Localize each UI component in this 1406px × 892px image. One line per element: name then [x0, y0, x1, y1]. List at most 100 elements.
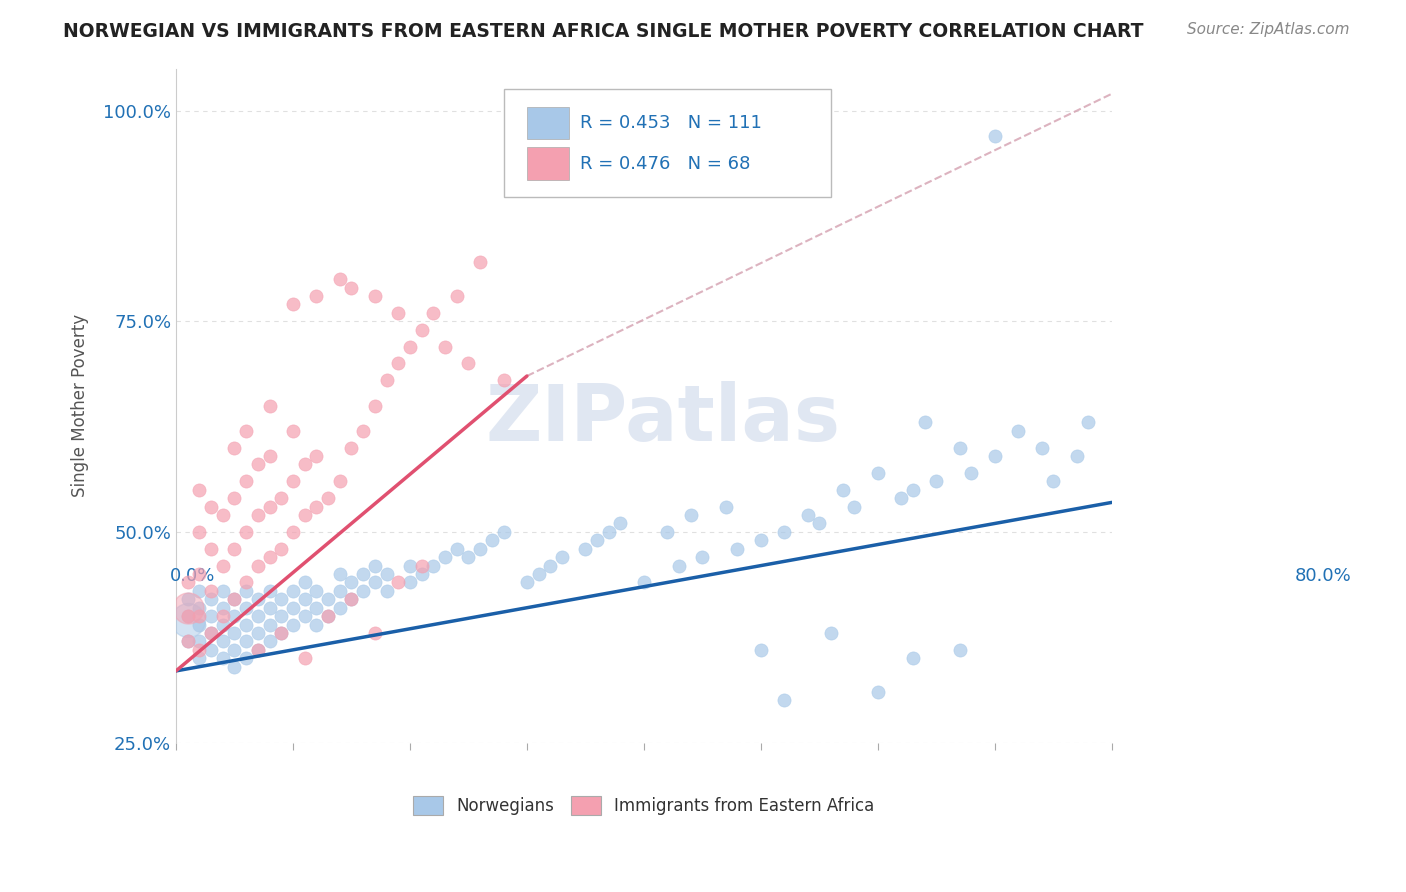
Point	[294, 592, 316, 607]
Point	[586, 533, 609, 548]
Text: R = 0.453   N = 111: R = 0.453 N = 111	[581, 114, 762, 132]
Point	[224, 659, 246, 673]
Point	[294, 609, 316, 624]
Point	[200, 626, 222, 640]
Point	[387, 306, 409, 320]
Point	[411, 558, 433, 573]
Point	[668, 558, 690, 573]
Point	[200, 609, 222, 624]
Point	[1042, 475, 1064, 489]
Point	[844, 500, 866, 514]
Point	[224, 643, 246, 657]
Point	[527, 567, 550, 582]
Point	[200, 643, 222, 657]
Point	[305, 583, 328, 598]
Point	[727, 541, 749, 556]
Point	[434, 550, 457, 565]
Point	[773, 524, 796, 539]
Point	[200, 541, 222, 556]
Point	[714, 500, 737, 514]
Point	[679, 508, 702, 522]
Point	[224, 592, 246, 607]
Point	[224, 441, 246, 455]
FancyBboxPatch shape	[527, 147, 569, 179]
Point	[866, 466, 889, 480]
Point	[352, 424, 374, 438]
Point	[364, 575, 387, 590]
Point	[516, 575, 538, 590]
Point	[925, 475, 948, 489]
Point	[211, 583, 233, 598]
Legend: Norwegians, Immigrants from Eastern Africa: Norwegians, Immigrants from Eastern Afri…	[406, 789, 882, 822]
Point	[352, 583, 374, 598]
Point	[211, 558, 233, 573]
Point	[749, 533, 772, 548]
Point	[364, 399, 387, 413]
Point	[446, 289, 468, 303]
Point	[246, 558, 269, 573]
Text: NORWEGIAN VS IMMIGRANTS FROM EASTERN AFRICA SINGLE MOTHER POVERTY CORRELATION CH: NORWEGIAN VS IMMIGRANTS FROM EASTERN AFR…	[63, 22, 1143, 41]
Point	[259, 399, 281, 413]
Point	[294, 458, 316, 472]
Point	[246, 508, 269, 522]
Point	[224, 626, 246, 640]
Point	[188, 634, 211, 648]
Point	[235, 524, 257, 539]
Point	[434, 340, 457, 354]
Text: Source: ZipAtlas.com: Source: ZipAtlas.com	[1187, 22, 1350, 37]
Point	[235, 424, 257, 438]
Point	[340, 280, 363, 294]
Point	[492, 524, 515, 539]
Point	[422, 558, 444, 573]
Point	[866, 685, 889, 699]
Point	[270, 609, 292, 624]
Point	[399, 575, 422, 590]
Point	[176, 613, 198, 627]
Point	[1031, 441, 1053, 455]
Point	[692, 550, 714, 565]
Point	[281, 424, 304, 438]
Point	[281, 617, 304, 632]
Point	[224, 491, 246, 506]
Point	[224, 609, 246, 624]
Point	[200, 500, 222, 514]
Point	[399, 558, 422, 573]
Point	[246, 458, 269, 472]
Point	[375, 583, 398, 598]
Point	[796, 508, 818, 522]
Point	[294, 508, 316, 522]
Point	[200, 583, 222, 598]
Point	[329, 272, 352, 286]
Point	[329, 583, 352, 598]
Point	[188, 600, 211, 615]
Point	[188, 483, 211, 497]
Point	[551, 550, 574, 565]
Point	[305, 600, 328, 615]
Point	[808, 516, 831, 531]
Point	[259, 634, 281, 648]
Point	[984, 449, 1007, 463]
Point	[890, 491, 912, 506]
Point	[188, 651, 211, 665]
Point	[329, 567, 352, 582]
Point	[538, 558, 561, 573]
Point	[446, 541, 468, 556]
Point	[246, 643, 269, 657]
Point	[235, 634, 257, 648]
Point	[235, 575, 257, 590]
Point	[305, 289, 328, 303]
Point	[176, 600, 198, 615]
Point	[246, 643, 269, 657]
Point	[270, 592, 292, 607]
Point	[188, 609, 211, 624]
Point	[211, 600, 233, 615]
Point	[235, 600, 257, 615]
Point	[176, 634, 198, 648]
Point	[211, 634, 233, 648]
Point	[305, 617, 328, 632]
Point	[281, 475, 304, 489]
Point	[329, 475, 352, 489]
Point	[316, 491, 339, 506]
Point	[364, 558, 387, 573]
Point	[176, 609, 198, 624]
